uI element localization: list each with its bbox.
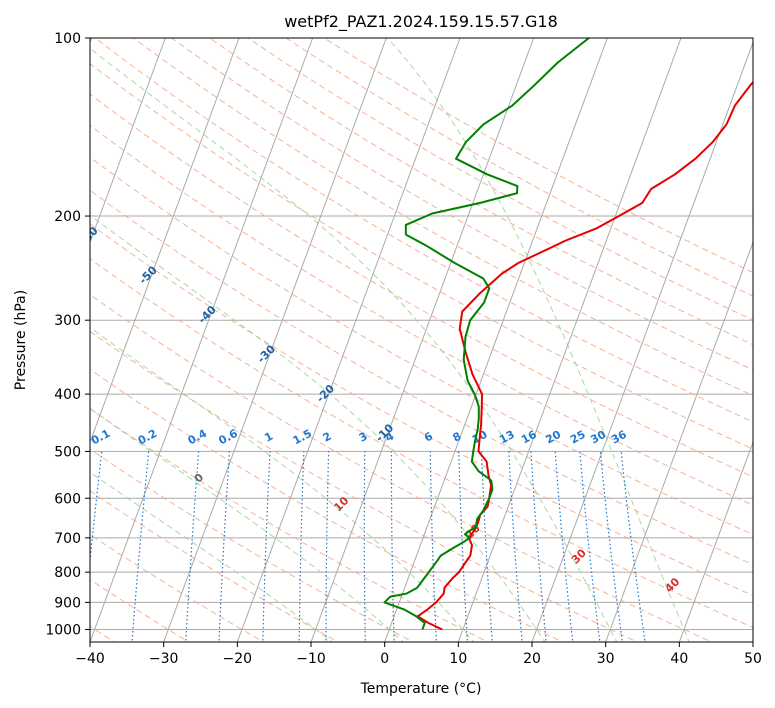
y-tick-label: 300 [54,313,81,329]
dry-adiabat-line [90,258,753,629]
isotherm-line [384,38,608,642]
isotherm-line [236,38,461,642]
y-tick-label: 100 [54,31,81,47]
mixing-ratio-line [262,451,271,642]
isotherm-line [90,38,314,642]
y-tick-label: 1000 [45,622,81,638]
x-tick-label: −30 [149,651,179,667]
isotherm-line [90,38,240,444]
dry-adiabat-line [170,38,753,371]
mixing-ratio-line [429,451,438,642]
mixing-ratio-line [325,451,330,642]
x-tick-label: 30 [597,651,615,667]
y-tick-label: 700 [54,531,81,547]
mixing-ratio-line [218,451,231,642]
x-tick-label: 40 [670,651,688,667]
reference-lines [90,38,753,642]
isotherm-line [310,38,535,642]
y-tick-label: 600 [54,491,81,507]
mixing-ratio-label: 36 [609,428,629,447]
x-tick-label: 20 [523,651,541,667]
y-tick-label: 400 [54,387,81,403]
isotherm-line [531,41,753,642]
dry-adiabat-line [90,490,340,642]
x-tick-label: −20 [223,651,253,667]
dry-adiabat-line [90,293,713,642]
x-tick-label: 0 [380,651,389,667]
moist-adiabat-line [90,214,546,642]
dry-adiabat-line [90,533,265,642]
dry-adiabat-line [94,38,753,423]
mixing-ratio-line [185,451,200,642]
dry-adiabat-line [90,330,639,642]
mixing-ratio-label: 25 [568,428,588,447]
moist-adiabat-line [90,408,404,642]
isotherm-line [457,38,682,642]
mixing-ratio-line [458,451,469,642]
chart-title: wetPf2_PAZ1.2024.159.15.57.G18 [284,12,558,32]
axis-ticks: −40 −30 −20 −10 0 10 20 30 40 50 100 200 300 400 500 60… [45,31,762,667]
moist-adiabat-line [387,38,690,642]
plot-frame [89,37,754,643]
isotherm-line [163,38,387,642]
isotherm-label: -60 [77,224,100,247]
y-tick-label: 800 [54,565,81,581]
mixing-ratio-line [363,451,366,642]
mixing-ratio-label: 20 [543,428,563,447]
dry-adiabat-line [90,448,414,642]
x-tick-label: −10 [296,651,326,667]
moist-adiabat-line [90,471,333,642]
mixing-ratio-label: 30 [588,428,608,447]
dry-adiabat-line [285,38,753,297]
x-tick-label: 10 [449,651,467,667]
mixing-ratio-label: 16 [519,428,539,447]
mixing-ratio-line [298,451,305,642]
profile-series [383,38,753,631]
mixing-ratio-line [480,451,493,642]
dry-adiabat-line [208,38,753,346]
isotherm-line [678,440,753,642]
isotherm-line [605,240,753,642]
y-tick-label: 500 [54,444,81,460]
x-tick-label: −40 [75,651,105,667]
dry-adiabat-line [90,579,190,642]
mixing-ratio-line [508,451,523,642]
dewpoint-profile-line [383,38,590,630]
temperature-profile-line [416,80,753,631]
plot-area [90,38,753,642]
x-axis-label: Temperature (°C) [360,681,482,697]
dry-adiabat-line [90,368,564,642]
dry-adiabat-line [90,189,753,566]
dry-adiabat-line [90,156,753,536]
dry-adiabat-line [90,63,753,450]
dry-adiabat-line [90,407,489,642]
y-tick-label: 900 [54,595,81,611]
moist-adiabat-line [90,326,475,642]
isotherm-line [90,38,166,244]
x-tick-label: 50 [744,651,762,667]
mixing-ratio-label: 13 [497,428,517,447]
y-axis-label: Pressure (hPa) [13,290,29,390]
y-tick-label: 200 [54,209,81,225]
moist-adiabat-line [90,47,618,642]
mixing-ratio-line [390,451,395,642]
dry-adiabat-line [90,223,753,597]
